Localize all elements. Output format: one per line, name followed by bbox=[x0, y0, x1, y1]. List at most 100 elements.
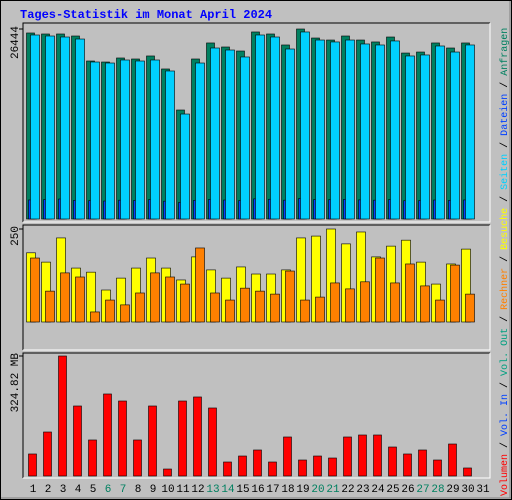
bar bbox=[45, 290, 55, 323]
bar bbox=[28, 453, 37, 477]
bar bbox=[313, 455, 322, 477]
y-tick-label: 26444 bbox=[10, 26, 22, 59]
x-tick-label: 12 bbox=[191, 484, 204, 496]
bar bbox=[180, 113, 190, 220]
bar bbox=[255, 290, 265, 323]
x-tick-label: 5 bbox=[90, 484, 97, 496]
bar bbox=[240, 287, 250, 323]
bar bbox=[375, 257, 385, 323]
x-tick-label: 13 bbox=[206, 484, 219, 496]
bar bbox=[255, 34, 265, 220]
bar bbox=[105, 299, 115, 323]
legend-separator: / bbox=[499, 442, 511, 448]
legend-entry: Vol. Out bbox=[499, 328, 511, 376]
bar bbox=[58, 355, 67, 477]
x-tick-label: 25 bbox=[386, 484, 399, 496]
bar bbox=[390, 40, 400, 220]
bar bbox=[180, 283, 190, 323]
panel-edge bbox=[22, 352, 490, 478]
bar bbox=[60, 272, 70, 323]
x-tick-label: 29 bbox=[446, 484, 459, 496]
legend-entry: Rechner bbox=[499, 268, 511, 310]
legend-separator: / bbox=[499, 82, 511, 88]
bar bbox=[208, 407, 217, 477]
bar bbox=[45, 35, 55, 220]
bar bbox=[135, 292, 145, 323]
bar bbox=[163, 468, 172, 477]
x-tick-label: 22 bbox=[341, 484, 354, 496]
legend-entry: Vol. In bbox=[499, 394, 511, 436]
bar bbox=[285, 48, 295, 220]
panel-edge bbox=[23, 353, 491, 479]
bar bbox=[343, 436, 352, 477]
bar bbox=[135, 60, 145, 220]
bar bbox=[133, 439, 142, 477]
bar bbox=[420, 285, 430, 323]
bar bbox=[223, 461, 232, 477]
bar bbox=[450, 51, 460, 220]
bar bbox=[315, 296, 325, 323]
bar bbox=[418, 449, 427, 477]
legend-entry: Besuche bbox=[499, 208, 511, 250]
legend-separator: / bbox=[499, 196, 511, 202]
legend-separator: / bbox=[499, 256, 511, 262]
bar bbox=[195, 62, 205, 220]
bar bbox=[450, 264, 460, 323]
bar bbox=[60, 36, 70, 220]
x-tick-label: 23 bbox=[356, 484, 369, 496]
bar bbox=[463, 467, 472, 477]
bar bbox=[435, 299, 445, 323]
x-tick-label: 15 bbox=[236, 484, 249, 496]
bar bbox=[30, 257, 40, 323]
legend-entry: Seiten bbox=[499, 154, 511, 190]
legend-entry: Volumen bbox=[499, 454, 511, 496]
panel-edge bbox=[23, 225, 491, 351]
bar bbox=[448, 443, 457, 477]
bar bbox=[43, 431, 52, 477]
y-tick-label: 324.82 MB bbox=[10, 353, 22, 413]
x-tick-label: 1 bbox=[30, 484, 37, 496]
bar bbox=[330, 41, 340, 220]
x-tick-label: 9 bbox=[150, 484, 157, 496]
bar bbox=[435, 45, 445, 220]
bar bbox=[390, 282, 400, 323]
bar bbox=[270, 293, 280, 323]
bar bbox=[388, 446, 397, 477]
bar bbox=[178, 400, 187, 477]
bar bbox=[225, 49, 235, 220]
x-tick-label: 27 bbox=[416, 484, 429, 496]
bar bbox=[253, 449, 262, 477]
bar bbox=[148, 405, 157, 477]
bar bbox=[328, 457, 337, 477]
legend: Volumen / Vol. In / Vol. Out / Rechner / Besuche… bbox=[499, 28, 511, 496]
bar bbox=[405, 55, 415, 220]
bar bbox=[75, 276, 85, 323]
bar bbox=[150, 59, 160, 220]
bar bbox=[433, 459, 442, 477]
bar bbox=[90, 311, 100, 323]
x-tick-label: 11 bbox=[176, 484, 190, 496]
bar bbox=[360, 43, 370, 220]
bar bbox=[195, 247, 205, 323]
bar bbox=[283, 436, 292, 477]
bar bbox=[210, 292, 220, 323]
bar bbox=[358, 434, 367, 477]
bar bbox=[238, 455, 247, 477]
x-tick-label: 16 bbox=[251, 484, 264, 496]
bar bbox=[270, 36, 280, 220]
x-tick-label: 8 bbox=[135, 484, 142, 496]
y-tick-label: 250 bbox=[10, 226, 22, 246]
bar bbox=[405, 263, 415, 323]
bar bbox=[240, 56, 250, 220]
x-tick-label: 24 bbox=[371, 484, 385, 496]
x-tick-label: 19 bbox=[296, 484, 309, 496]
chart-title: Tages-Statistik im Monat April 2024 bbox=[20, 8, 272, 22]
bar bbox=[345, 288, 355, 323]
bar bbox=[150, 272, 160, 323]
x-tick-label: 21 bbox=[326, 484, 340, 496]
bar bbox=[193, 396, 202, 477]
bar bbox=[103, 393, 112, 477]
bar bbox=[225, 299, 235, 323]
bar bbox=[300, 31, 310, 220]
